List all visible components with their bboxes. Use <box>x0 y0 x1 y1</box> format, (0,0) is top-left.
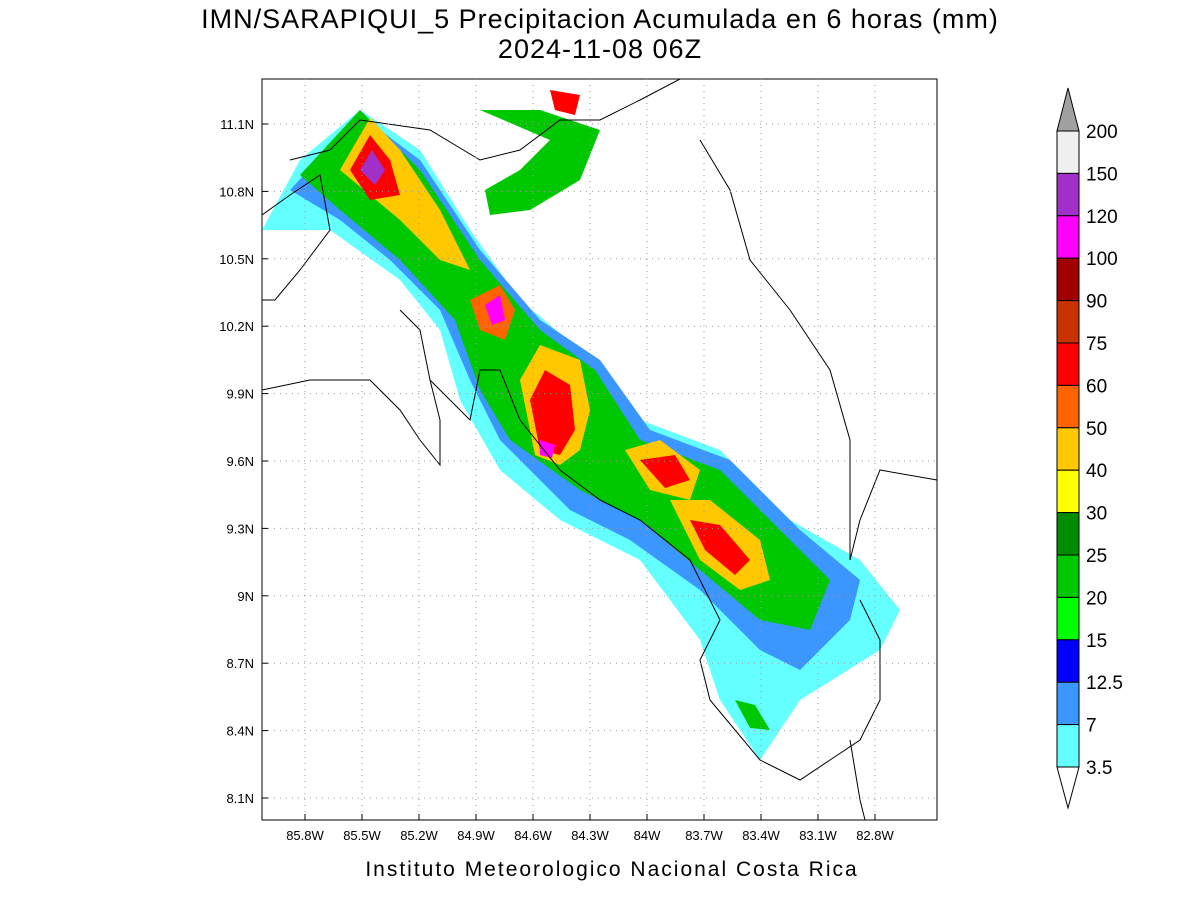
legend-swatch <box>1056 172 1080 217</box>
lon-label: 83.1W <box>799 828 837 843</box>
legend-swatch <box>1056 300 1080 344</box>
precip-field <box>262 90 900 760</box>
legend-label: 25 <box>1086 546 1107 567</box>
lat-label: 8.7N <box>227 656 254 671</box>
map-frame <box>261 78 938 821</box>
lat-label: 10.8N <box>219 184 254 199</box>
legend-label: 20 <box>1086 588 1107 609</box>
legend-label: 50 <box>1086 419 1107 440</box>
title: IMN/SARAPIQUI_5 Precipitacion Acumulada … <box>201 4 999 34</box>
legend-swatch <box>1056 130 1080 174</box>
footer: Instituto Meteorologico Nacional Costa R… <box>365 858 858 881</box>
legend-swatch <box>1056 427 1080 471</box>
lon-label: 84.9W <box>457 828 495 843</box>
lon-label: 85.8W <box>286 828 324 843</box>
legend-label: 200 <box>1086 122 1118 143</box>
lon-label: 83.4W <box>742 828 780 843</box>
legend-label: 3.5 <box>1086 758 1112 779</box>
legend-label: 120 <box>1086 207 1118 228</box>
lat-label: 9.9N <box>227 387 254 402</box>
lon-label: 83.7W <box>685 828 723 843</box>
legend-swatch <box>1056 724 1080 768</box>
lat-label: 11.1N <box>220 117 254 132</box>
legend-label: 100 <box>1086 249 1118 270</box>
legend-swatch <box>1056 384 1080 429</box>
lat-label: 10.2N <box>219 319 254 334</box>
lon-label: 84W <box>634 828 661 843</box>
legend-label: 30 <box>1086 504 1107 525</box>
legend-swatch <box>1056 554 1080 598</box>
legend-label: 15 <box>1086 631 1107 652</box>
coastlines <box>262 79 937 820</box>
legend-swatch <box>1056 215 1080 259</box>
legend-swatch <box>1056 512 1080 556</box>
lat-label: 9.6N <box>227 454 254 469</box>
legend-swatch <box>1056 257 1080 302</box>
legend-swatch <box>1056 639 1080 683</box>
legend-bottom-arrow <box>1056 766 1080 810</box>
legend-label: 90 <box>1086 292 1107 313</box>
legend-label: 12.5 <box>1086 673 1123 694</box>
legend-label: 75 <box>1086 334 1107 355</box>
legend-swatch <box>1056 681 1080 726</box>
legend-top-arrow <box>1056 87 1080 132</box>
lat-label: 8.4N <box>227 724 254 739</box>
lat-label: 9.3N <box>227 521 254 536</box>
legend-label: 60 <box>1086 376 1107 397</box>
subtitle: 2024-11-08 06Z <box>498 34 702 64</box>
legend-swatch <box>1056 342 1080 386</box>
legend-swatch <box>1056 469 1080 514</box>
legend-label: 40 <box>1086 461 1107 482</box>
lon-label: 84.6W <box>514 828 552 843</box>
lat-label: 8.1N <box>227 791 254 806</box>
legend-label: 150 <box>1086 164 1118 185</box>
lat-label: 9N <box>237 589 254 604</box>
legend-swatch <box>1056 596 1080 641</box>
lat-label: 10.5N <box>219 252 254 267</box>
lon-label: 85.5W <box>343 828 381 843</box>
lon-label: 84.3W <box>571 828 609 843</box>
lon-label: 85.2W <box>400 828 438 843</box>
lon-label: 82.8W <box>856 828 894 843</box>
legend-label: 7 <box>1086 716 1097 737</box>
